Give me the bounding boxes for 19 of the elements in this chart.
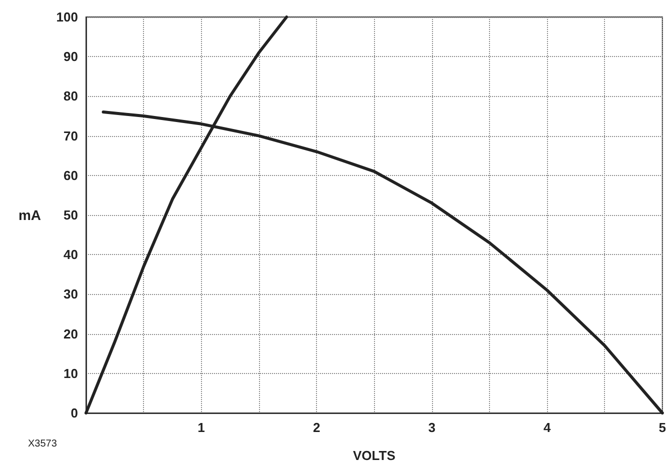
- x-axis-title: VOLTS: [353, 448, 396, 463]
- x-tick-label: 5: [658, 420, 666, 435]
- x-tick-label: 2: [312, 420, 320, 435]
- y-tick-label: 30: [64, 286, 78, 302]
- text: X3573: [28, 438, 58, 450]
- y-tick-label: 90: [64, 49, 78, 64]
- x-tick-label: 1: [198, 420, 205, 435]
- y-tick-label: 40: [64, 247, 78, 262]
- y-tick-label: 100: [56, 10, 78, 24]
- y-tick-label: 80: [64, 88, 78, 104]
- x-tick-label: 4: [543, 420, 552, 435]
- y-tick-label: 50: [64, 208, 78, 222]
- y-axis-title: mA: [18, 207, 41, 223]
- y-tick-label: 0: [70, 406, 78, 420]
- y-tick-label: 70: [64, 128, 78, 144]
- x-tick-label: 3: [428, 420, 436, 435]
- y-tick-label: 60: [64, 168, 78, 183]
- y-tick-label: 10: [64, 366, 78, 381]
- y-tick-label: 20: [64, 326, 78, 342]
